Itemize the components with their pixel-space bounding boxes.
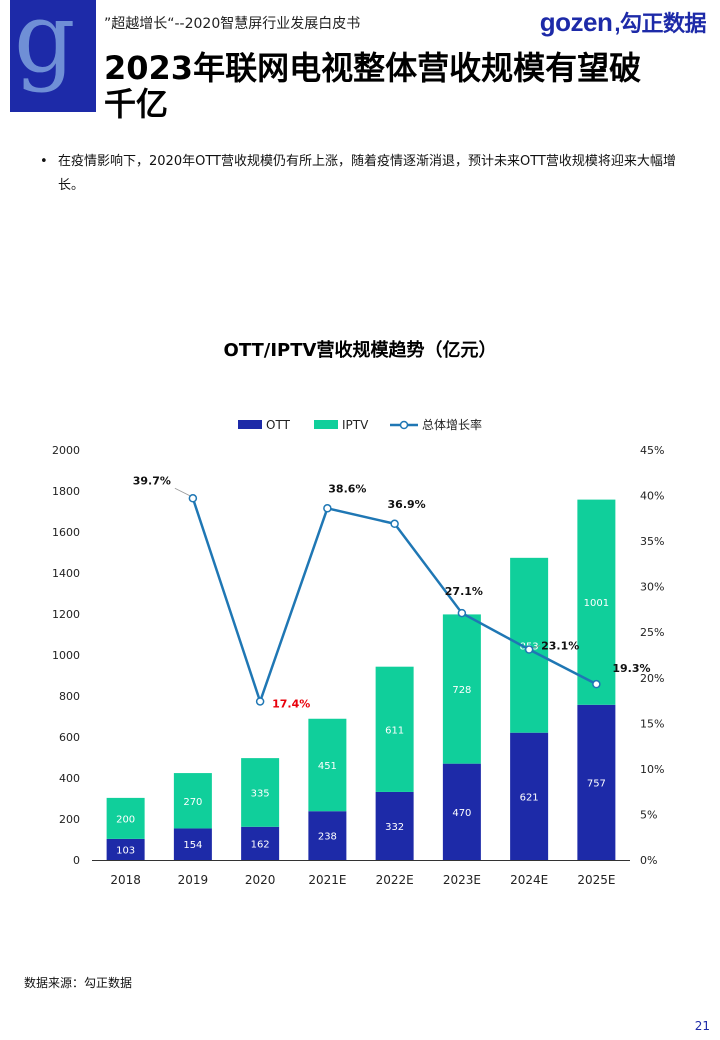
x-tick-label: 2025E — [577, 873, 615, 887]
legend-rate-label: 总体增长率 — [422, 417, 482, 432]
growth-rate-point — [592, 679, 601, 689]
y-tick-label: 1000 — [52, 649, 80, 662]
growth-rate-label: 38.6% — [328, 482, 366, 495]
legend-iptv-label: IPTV — [342, 418, 369, 432]
x-tick-label: 2024E — [510, 873, 548, 887]
y-tick-label: 200 — [59, 813, 80, 826]
growth-rate-point — [457, 608, 467, 618]
chart-title: OTT/IPTV营收规模趋势（亿元） — [223, 340, 497, 361]
label-leader-line — [531, 645, 541, 649]
report-subtitle: ”超越增长“--2020智慧屏行业发展白皮书 — [104, 16, 361, 32]
ott-value-label: 332 — [385, 822, 404, 833]
growth-rate-point — [188, 494, 198, 503]
ott-value-label: 162 — [251, 839, 270, 850]
ott-bar — [510, 732, 549, 860]
x-tick-label: 2020 — [245, 873, 276, 887]
y-tick-label: 800 — [59, 690, 80, 703]
growth-rate-label: 39.7% — [133, 474, 171, 487]
x-tick-label: 2018 — [110, 873, 141, 887]
bullet-point: 在疫情影响下，2020年OTT营收规模仍有所上涨，随着疫情逐渐消退，预计未来OT… — [40, 150, 698, 198]
growth-rate-point — [255, 697, 265, 706]
y2-tick-label: 35% — [640, 535, 664, 548]
y2-tick-label: 15% — [640, 717, 664, 730]
x-tick-label: 2019 — [178, 873, 209, 887]
legend-rate-marker — [399, 420, 409, 430]
y-tick-label: 600 — [59, 731, 80, 744]
legend-ott-swatch — [238, 420, 262, 429]
ott-bar — [173, 828, 212, 860]
iptv-value-label: 1001 — [584, 598, 609, 609]
y-tick-label: 1600 — [52, 526, 80, 539]
growth-rate-label: 36.9% — [388, 498, 426, 511]
ott-value-label: 154 — [183, 840, 202, 851]
x-tick-label: 2023E — [443, 873, 481, 887]
page-number: 21 — [694, 1019, 710, 1033]
ott-bar — [106, 838, 145, 860]
x-tick-label: 2022E — [376, 873, 414, 887]
x-tick-label: 2021E — [308, 873, 346, 887]
iptv-bar — [442, 614, 481, 764]
ott-bar — [375, 791, 414, 860]
y2-tick-label: 0% — [640, 854, 657, 867]
y-tick-label: 0 — [73, 854, 80, 867]
brand-logo: gozen,勾正数据 — [539, 6, 707, 38]
growth-rate-point — [390, 519, 399, 529]
y-tick-label: 400 — [59, 772, 80, 785]
brand-name: gozen — [539, 7, 613, 37]
ott-value-label: 470 — [452, 808, 471, 819]
iptv-value-label: 335 — [251, 788, 270, 799]
logo-block: g — [10, 0, 96, 112]
growth-rate-label: 23.1% — [541, 640, 579, 653]
ott-bar — [241, 826, 280, 860]
iptv-value-label: 728 — [452, 685, 471, 696]
iptv-bar — [106, 797, 145, 839]
growth-rate-label: 19.3% — [612, 662, 650, 675]
iptv-bar — [577, 499, 616, 705]
y2-tick-label: 30% — [640, 581, 664, 594]
iptv-value-label: 270 — [183, 797, 202, 808]
iptv-bar — [375, 666, 414, 792]
growth-rate-point — [524, 645, 534, 654]
ott-bar — [308, 811, 347, 860]
iptv-value-label: 611 — [385, 725, 404, 736]
data-source: 数据来源：勾正数据 — [24, 976, 133, 990]
logo-g-icon: g — [14, 0, 76, 94]
y2-tick-label: 25% — [640, 626, 664, 639]
y2-tick-label: 5% — [640, 808, 657, 821]
iptv-bar — [308, 718, 347, 812]
legend-ott-label: OTT — [266, 418, 291, 432]
growth-rate-label: 27.1% — [445, 585, 483, 598]
y2-tick-label: 10% — [640, 763, 664, 776]
growth-rate-point — [323, 504, 332, 513]
ott-value-label: 621 — [520, 792, 539, 803]
ott-bar — [442, 763, 481, 860]
y-tick-label: 1200 — [52, 608, 80, 621]
iptv-bar — [241, 758, 280, 827]
legend-iptv-swatch — [314, 420, 338, 429]
iptv-value-label: 451 — [318, 761, 337, 772]
growth-rate-label: 17.4% — [272, 697, 310, 710]
ott-value-label: 757 — [587, 778, 606, 789]
ott-bar — [577, 704, 616, 860]
y-tick-label: 1400 — [52, 567, 80, 580]
y2-tick-label: 40% — [640, 490, 664, 503]
page-title: 2023年联网电视整体营收规模有望破千亿 — [104, 49, 642, 123]
y-tick-label: 1800 — [52, 485, 80, 498]
ott-value-label: 238 — [318, 832, 337, 843]
label-leader-line — [174, 487, 192, 497]
y-tick-label: 2000 — [52, 444, 80, 457]
y2-tick-label: 45% — [640, 444, 664, 457]
iptv-bar — [173, 773, 212, 829]
iptv-value-label: 200 — [116, 814, 135, 825]
brand-cn: ,勾正数据 — [614, 11, 706, 36]
iptv-bar — [510, 557, 549, 733]
y2-tick-label: 20% — [640, 672, 664, 685]
ott-value-label: 103 — [116, 845, 135, 856]
